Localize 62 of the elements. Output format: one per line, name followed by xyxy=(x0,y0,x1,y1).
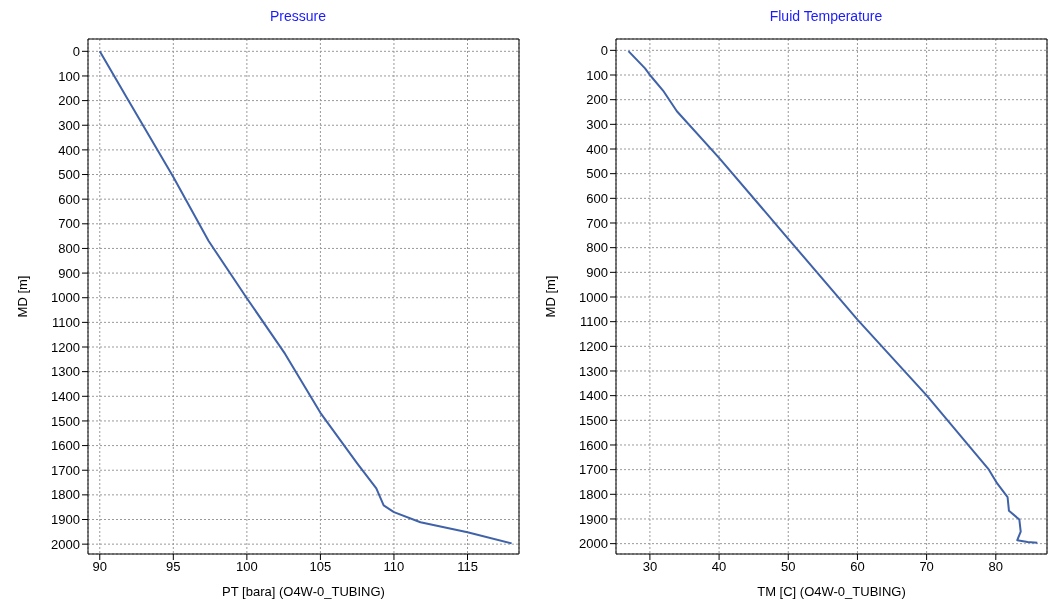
y-tick-label: 500 xyxy=(586,166,608,182)
y-tick-label: 1200 xyxy=(579,338,608,354)
y-tick-label: 1000 xyxy=(51,290,80,306)
y-tick-label: 500 xyxy=(58,167,80,183)
y-tick-label: 2000 xyxy=(579,536,608,552)
x-tick-label: 60 xyxy=(850,559,865,575)
y-axis-title: MD [m] xyxy=(14,275,30,318)
y-tick-label: 1800 xyxy=(51,487,80,503)
y-tick-label: 300 xyxy=(58,117,80,133)
y-tick-label: 1100 xyxy=(52,314,80,330)
y-tick-label: 1300 xyxy=(51,364,80,380)
line-series xyxy=(627,50,1039,544)
y-axis-title: MD [m] xyxy=(542,275,558,318)
y-tick-label: 1500 xyxy=(51,413,80,429)
y-tick-label: 800 xyxy=(58,241,80,257)
x-axis-title: TM [C] (O4W-0_TUBING) xyxy=(757,584,906,599)
y-tick-label: 200 xyxy=(58,93,80,109)
y-tick-label: 700 xyxy=(586,215,608,231)
y-tick-label: 900 xyxy=(586,264,608,280)
y-tick-label: 1900 xyxy=(579,511,608,527)
x-tick-label: 105 xyxy=(309,559,332,575)
y-tick-label: 1300 xyxy=(579,363,608,379)
y-tick-label: 900 xyxy=(58,265,80,281)
y-tick-label: 1900 xyxy=(51,512,80,528)
y-tick-label: 700 xyxy=(58,216,80,232)
y-tick-label: 400 xyxy=(58,142,80,158)
y-tick-label: 200 xyxy=(586,92,608,108)
x-tick-label: 40 xyxy=(711,559,727,575)
x-tick-label: 100 xyxy=(236,559,258,575)
y-tick-label: 600 xyxy=(586,190,608,206)
x-tick-label: 95 xyxy=(166,559,181,575)
chart-title: Pressure xyxy=(269,8,327,26)
x-tick-label: 80 xyxy=(988,559,1004,575)
x-tick-label: 50 xyxy=(781,559,796,575)
y-tick-label: 600 xyxy=(58,191,80,207)
y-tick-label: 400 xyxy=(586,141,608,157)
y-tick-label: 100 xyxy=(58,68,80,84)
chart-title: Fluid Temperature xyxy=(768,8,884,26)
y-tick-label: 1400 xyxy=(51,388,80,404)
y-tick-label: 1800 xyxy=(579,486,608,502)
y-tick-label: 100 xyxy=(586,67,608,83)
x-tick-label: 30 xyxy=(642,559,658,575)
y-tick-label: 1700 xyxy=(579,462,608,478)
y-tick-label: 0 xyxy=(72,43,80,59)
line-series xyxy=(98,50,513,545)
y-tick-label: 1100 xyxy=(580,314,608,330)
y-tick-label: 2000 xyxy=(51,536,80,552)
y-tick-label: 1600 xyxy=(579,437,608,453)
y-tick-label: 1700 xyxy=(51,462,80,478)
y-tick-label: 800 xyxy=(586,240,608,256)
x-tick-label: 70 xyxy=(919,559,934,575)
y-tick-label: 1600 xyxy=(51,438,80,454)
y-tick-label: 1000 xyxy=(579,289,608,305)
y-tick-label: 0 xyxy=(600,42,608,58)
x-tick-label: 90 xyxy=(92,559,107,575)
x-axis-title: PT [bara] (O4W-0_TUBING) xyxy=(222,584,385,599)
y-tick-label: 1500 xyxy=(579,412,608,428)
y-tick-label: 1200 xyxy=(51,339,80,355)
y-tick-label: 300 xyxy=(586,116,608,132)
y-tick-label: 1400 xyxy=(579,388,608,404)
x-tick-label: 115 xyxy=(457,559,478,575)
x-tick-label: 110 xyxy=(383,559,405,575)
